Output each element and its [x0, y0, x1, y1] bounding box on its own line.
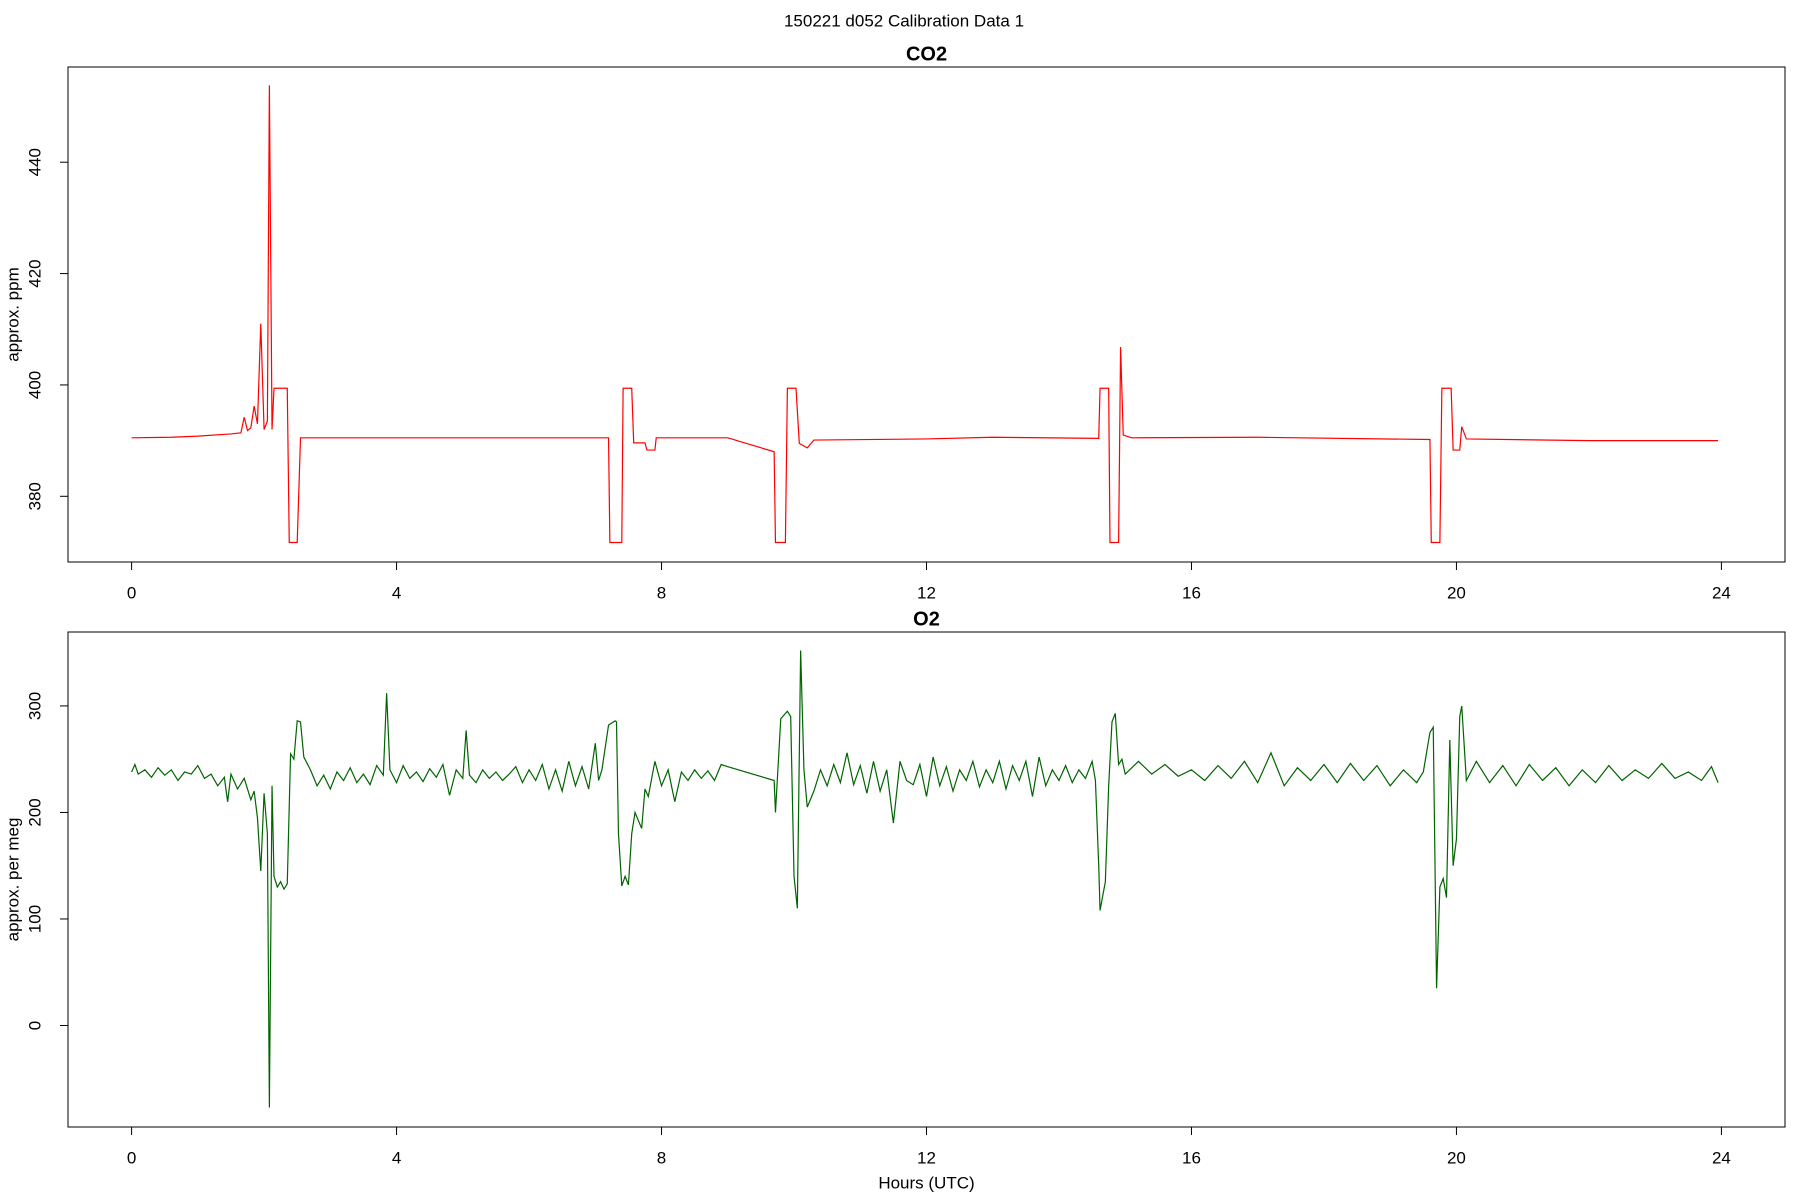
- y-tick-label: 440: [25, 148, 44, 176]
- x-tick-label: 16: [1182, 583, 1201, 602]
- subplot-title: O2: [913, 608, 940, 630]
- y-tick-label: 380: [25, 482, 44, 510]
- x-tick-label: 24: [1712, 1148, 1731, 1167]
- data-line: [131, 85, 1719, 544]
- y-axis-label: approx. ppm: [3, 267, 22, 362]
- x-axis-label: Hours (UTC): [878, 1173, 974, 1192]
- subplot-title: CO2: [906, 43, 947, 65]
- x-tick-label: 20: [1447, 583, 1466, 602]
- x-tick-label: 4: [392, 1148, 401, 1167]
- y-tick-label: 100: [25, 905, 44, 933]
- y-tick-label: 400: [25, 371, 44, 399]
- x-tick-label: 12: [917, 583, 936, 602]
- x-tick-label: 12: [917, 1148, 936, 1167]
- y-axis-label: approx. per meg: [3, 818, 22, 942]
- y-tick-label: 300: [25, 692, 44, 720]
- x-tick-label: 20: [1447, 1148, 1466, 1167]
- x-tick-label: 4: [392, 583, 401, 602]
- x-tick-label: 0: [127, 1148, 136, 1167]
- plot-frame: [67, 631, 1786, 1128]
- plot-frame: [67, 66, 1786, 563]
- y-tick-label: 200: [25, 798, 44, 826]
- y-tick-label: 420: [25, 259, 44, 287]
- x-tick-label: 8: [657, 583, 666, 602]
- data-line: [131, 650, 1719, 1108]
- figure-title: 150221 d052 Calibration Data 1: [784, 11, 1024, 30]
- x-tick-label: 24: [1712, 583, 1731, 602]
- x-tick-label: 8: [657, 1148, 666, 1167]
- y-tick-label: 0: [25, 1021, 44, 1030]
- x-tick-label: 16: [1182, 1148, 1201, 1167]
- x-tick-label: 0: [127, 583, 136, 602]
